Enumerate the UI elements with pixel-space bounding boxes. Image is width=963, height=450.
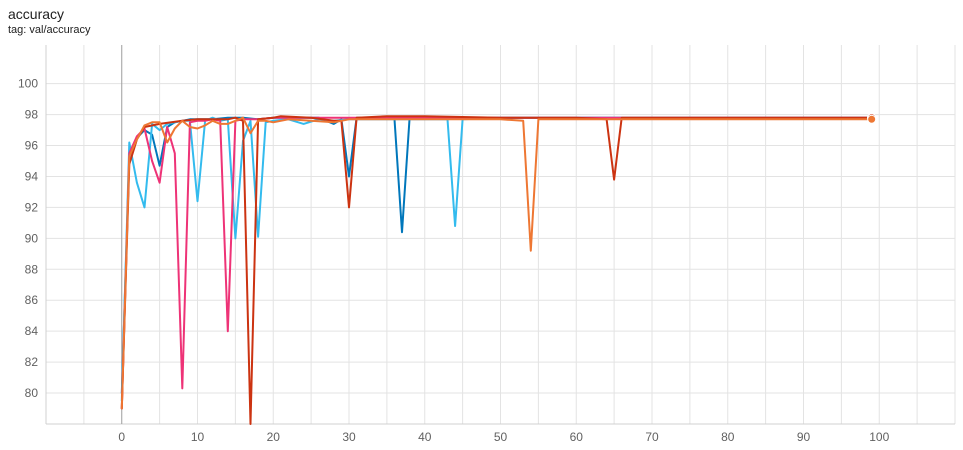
x-tick-label: 50 (494, 430, 508, 444)
y-tick-label: 100 (18, 77, 38, 91)
chart-title: accuracy (8, 6, 65, 22)
x-tick-label: 30 (342, 430, 356, 444)
y-tick-label: 86 (25, 293, 39, 307)
x-tick-label: 70 (645, 430, 659, 444)
x-tick-label: 0 (118, 430, 125, 444)
y-tick-label: 88 (25, 262, 39, 276)
y-tick-label: 80 (25, 386, 39, 400)
chart-grid (45, 45, 956, 424)
y-tick-label: 84 (25, 324, 39, 338)
chart-header: accuracy tag: val/accuracy (8, 6, 91, 37)
series-line-3 (120, 116, 873, 410)
series-line-4 (120, 115, 873, 425)
y-tick-label: 96 (25, 139, 39, 153)
x-tick-label: 90 (797, 430, 811, 444)
x-tick-label: 80 (721, 430, 735, 444)
y-tick-label: 98 (25, 108, 39, 122)
y-tick-label: 82 (25, 355, 39, 369)
series-line-5 (120, 116, 873, 410)
series-end-marker-5 (867, 114, 877, 124)
x-tick-label: 60 (570, 430, 584, 444)
x-tick-label: 20 (267, 430, 281, 444)
y-tick-label: 92 (25, 200, 39, 214)
y-tick-label: 90 (25, 231, 39, 245)
x-tick-label: 100 (869, 430, 889, 444)
x-tick-label: 40 (418, 430, 432, 444)
chart-series (120, 113, 877, 425)
x-tick-label: 10 (191, 430, 205, 444)
chart-tick-labels: 80 82 84 86 88 90 92 94 96 98 100 0 10 20 30 40 50 60 70 80… (18, 77, 890, 444)
chart-subtitle: tag: val/accuracy (8, 24, 91, 36)
chart-axes (45, 45, 955, 425)
y-tick-label: 94 (25, 169, 39, 183)
